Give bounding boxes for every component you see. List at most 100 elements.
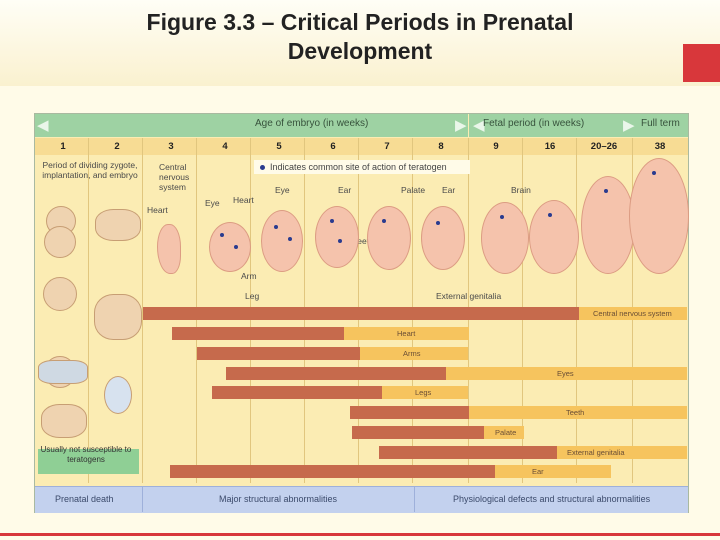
bar-label-genitalia: External genitalia	[567, 448, 625, 457]
footer-physiological-defects: Physiological defects and structural abn…	[453, 494, 651, 504]
site-dot-icon	[288, 237, 292, 241]
bar-ear-less	[495, 465, 611, 478]
bottom-rule	[0, 533, 720, 536]
col-sep	[88, 138, 89, 483]
week-9: 9	[493, 141, 499, 152]
label-arm: Arm	[241, 271, 257, 281]
embryo-week-5-icon	[261, 210, 303, 272]
red-accent-tab	[683, 44, 720, 82]
bar-heart-sensitive	[172, 327, 344, 340]
morula-icon	[43, 277, 77, 311]
col-sep	[142, 138, 143, 483]
site-dot-icon	[652, 171, 656, 175]
footer-sep	[142, 486, 143, 512]
outcome-footer	[35, 486, 688, 513]
label-eye-2: Eye	[275, 185, 290, 195]
fetus-week-20-26-icon	[581, 176, 635, 274]
embryo-week-6-icon	[315, 206, 359, 268]
bar-genitalia-sensitive	[379, 446, 557, 459]
bar-palate-less	[484, 426, 524, 439]
label-period-dividing: Period of dividing zygote, implantation,…	[42, 160, 138, 180]
footer-major-abnormalities: Major structural abnormalities	[219, 494, 338, 504]
title-line-1: Figure 3.3 – Critical Periods in Prenata…	[146, 9, 574, 35]
early-embryo-icon	[41, 404, 87, 438]
fetal-arrow-icon: ▶	[623, 117, 635, 134]
header-fetal-band	[469, 114, 688, 137]
fetus-week-9-icon	[481, 202, 529, 274]
bar-label-eyes: Eyes	[557, 369, 574, 378]
bar-palate-sensitive	[352, 426, 484, 439]
label-eye-1: Eye	[205, 198, 220, 208]
bar-cns-sensitive	[143, 307, 579, 320]
week-16: 16	[544, 141, 556, 152]
week-4: 4	[222, 141, 228, 152]
site-dot-icon	[382, 219, 386, 223]
fetus-week-16-icon	[529, 200, 579, 274]
legend-text: Indicates common site of action of terat…	[270, 162, 447, 172]
site-dot-icon	[234, 245, 238, 249]
label-ext-gen: External genitalia	[436, 291, 502, 301]
not-susceptible-label: Usually not susceptible to teratogens	[40, 445, 132, 464]
bar-label-teeth: Teeth	[566, 408, 585, 417]
embryonic-disc-icon	[38, 360, 88, 384]
legend: Indicates common site of action of terat…	[254, 160, 470, 174]
footer-sep	[414, 486, 415, 512]
bar-label-ear: Ear	[532, 467, 544, 476]
label-leg: Leg	[245, 291, 260, 301]
bar-cns-less	[579, 307, 687, 320]
bar-arms-sensitive	[197, 347, 360, 360]
embryo-arrow-icon: ▶	[455, 117, 467, 134]
label-heart-1: Heart	[147, 205, 168, 215]
embryo-week-4-icon	[209, 222, 251, 272]
title-line-2: Development	[287, 38, 433, 64]
week-20-26: 20–26	[590, 141, 618, 152]
week-1: 1	[60, 141, 66, 152]
critical-periods-figure: ◀ ▶ ◀ ▶ Age of embryo (in weeks) Fetal p…	[34, 113, 689, 513]
bar-eyes-less	[446, 367, 687, 380]
week-row	[35, 138, 688, 155]
footer-prenatal-death: Prenatal death	[55, 494, 114, 504]
bar-arms-less	[360, 347, 468, 360]
week-3: 3	[168, 141, 174, 152]
teratogen-dot-icon	[260, 165, 265, 171]
embryo-week-8-icon	[421, 206, 465, 270]
bar-label-legs: Legs	[415, 388, 432, 397]
site-dot-icon	[500, 215, 504, 219]
amniotic-sac-icon	[104, 376, 132, 414]
bar-genitalia-less	[557, 446, 687, 459]
title-band	[0, 0, 720, 86]
bar-heart-less	[344, 327, 469, 340]
bar-teeth-sensitive	[350, 406, 469, 419]
week-2: 2	[114, 141, 120, 152]
bar-teeth-less	[469, 406, 687, 419]
label-ear-2: Ear	[442, 185, 456, 195]
fetal-period-label: Fetal period (in weeks)	[483, 118, 585, 129]
site-dot-icon	[436, 221, 440, 225]
embryo-week-3-icon	[157, 224, 181, 274]
label-brain: Brain	[511, 185, 531, 195]
fetal-left-arrow-icon: ◀	[473, 117, 485, 134]
site-dot-icon	[330, 219, 334, 223]
full-term-label: Full term	[641, 118, 680, 129]
implanted-embryo-icon	[94, 294, 142, 340]
site-dot-icon	[338, 239, 342, 243]
zygote-four-cell-icon	[44, 226, 76, 258]
left-arrow-icon: ◀	[37, 117, 49, 134]
week-7: 7	[384, 141, 390, 152]
week-8: 8	[438, 141, 444, 152]
site-dot-icon	[604, 189, 608, 193]
label-palate: Palate	[401, 185, 426, 195]
embryo-age-label: Age of embryo (in weeks)	[255, 118, 369, 129]
bar-ear-sensitive	[170, 465, 495, 478]
week-38: 38	[654, 141, 666, 152]
bar-legs-less	[382, 386, 468, 399]
label-ear-1: Ear	[338, 185, 352, 195]
bar-label-arms: Arms	[403, 349, 421, 358]
slide-title: Figure 3.3 – Critical Periods in Prenata…	[0, 8, 720, 66]
label-teeth: Teeth	[353, 236, 374, 246]
bar-legs-sensitive	[212, 386, 382, 399]
fetus-week-38-icon	[629, 158, 689, 274]
label-cns: Central nervous system	[159, 162, 190, 192]
bar-label-heart: Heart	[397, 329, 416, 338]
bar-eyes-sensitive	[226, 367, 446, 380]
